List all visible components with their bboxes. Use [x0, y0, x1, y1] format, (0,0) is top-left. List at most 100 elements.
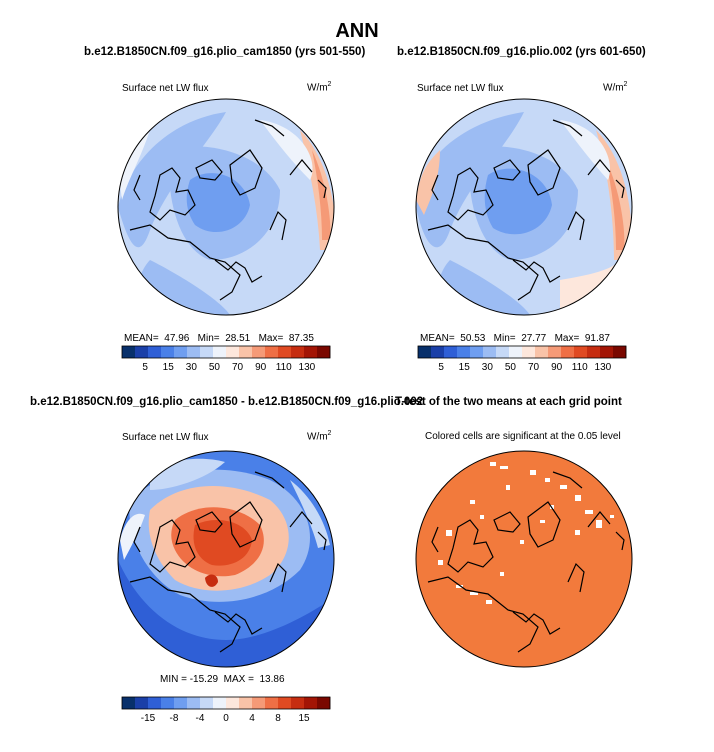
colorbar-tick-label: 15	[458, 362, 470, 373]
colorbar-swatch	[200, 346, 214, 358]
panel3-variable: Surface net LW flux	[122, 432, 209, 443]
colorbar-tick-label: -4	[195, 713, 205, 724]
figure-title: ANN	[335, 20, 379, 42]
colorbar-swatch	[239, 346, 253, 358]
panel1-units: W/m2	[307, 81, 332, 94]
colorbar-swatch	[304, 346, 318, 358]
panel1-map-border	[117, 98, 335, 316]
panel4-map-border	[415, 450, 633, 668]
colorbar-tick-label: 30	[481, 362, 493, 373]
colorbar-tick-label: 130	[298, 362, 316, 373]
panel1-colorbar	[121, 345, 331, 359]
colorbar-swatch	[265, 346, 279, 358]
colorbar-swatch	[304, 697, 318, 709]
colorbar-swatch	[535, 346, 549, 358]
colorbar-swatch	[187, 697, 201, 709]
colorbar-swatch	[317, 346, 331, 358]
colorbar-swatch	[122, 346, 136, 358]
colorbar-swatch	[522, 346, 536, 358]
colorbar-swatch	[483, 346, 497, 358]
panel4-map	[416, 451, 632, 667]
colorbar-tick-label: 70	[231, 362, 244, 373]
panel3-map-border	[117, 450, 335, 668]
panel3-stats: MIN = -15.29 MAX = 13.86	[160, 674, 285, 685]
colorbar-swatch	[457, 346, 471, 358]
colorbar-tick-label: 110	[275, 362, 292, 373]
colorbar-swatch	[226, 697, 240, 709]
colorbar-tick-label: 15	[162, 362, 174, 373]
colorbar-tick-label: 50	[208, 362, 220, 373]
panel1-stats: MEAN= 47.96 Min= 28.51 Max= 87.35	[124, 333, 314, 344]
panel2-variable: Surface net LW flux	[417, 83, 504, 94]
colorbar-swatch	[496, 346, 510, 358]
colorbar-swatch	[561, 346, 575, 358]
panel1-title: b.e12.B1850CN.f09_g16.plio_cam1850 (yrs …	[84, 46, 366, 58]
colorbar-swatch	[600, 346, 614, 358]
colorbar-swatch	[509, 346, 523, 358]
panel3-coastlines	[129, 471, 327, 653]
colorbar-swatch	[278, 346, 292, 358]
colorbar-swatch	[265, 697, 279, 709]
colorbar-swatch	[291, 697, 305, 709]
colorbar-tick-label: 4	[249, 713, 255, 724]
colorbar-border	[121, 345, 331, 359]
colorbar-swatch	[213, 346, 227, 358]
colorbar-swatch	[135, 346, 149, 358]
colorbar-tick-label: 70	[527, 362, 540, 373]
colorbar-swatch	[148, 346, 162, 358]
colorbar-swatch	[226, 346, 240, 358]
colorbar-tick-label: 0	[223, 713, 229, 724]
panel4-coastlines	[427, 471, 625, 653]
colorbar-swatch	[174, 346, 188, 358]
colorbar-swatch	[187, 346, 201, 358]
colorbar-swatch	[252, 346, 266, 358]
colorbar-swatch	[278, 697, 292, 709]
colorbar-tick-label: 8	[275, 713, 281, 724]
colorbar-swatch	[317, 697, 331, 709]
colorbar-tick-label: 110	[571, 362, 588, 373]
panel4-title: T-test of the two means at each grid poi…	[395, 396, 622, 408]
panel2-coastlines	[427, 119, 625, 301]
panel3-colorbar	[121, 696, 331, 710]
colorbar-border	[417, 345, 627, 359]
colorbar-tick-label: 90	[255, 362, 267, 373]
colorbar-border	[121, 696, 331, 710]
colorbar-swatch	[431, 346, 445, 358]
colorbar-swatch	[161, 697, 175, 709]
colorbar-swatch	[239, 697, 253, 709]
colorbar-swatch	[470, 346, 484, 358]
colorbar-swatch	[200, 697, 214, 709]
colorbar-swatch	[174, 697, 188, 709]
colorbar-swatch	[574, 346, 588, 358]
colorbar-swatch	[122, 697, 136, 709]
panel2-map	[416, 99, 632, 315]
panel1-coastlines	[129, 119, 327, 301]
colorbar-swatch	[548, 346, 562, 358]
colorbar-tick-label: 5	[142, 362, 148, 373]
colorbar-tick-label: 90	[551, 362, 563, 373]
panel2-map-border	[415, 98, 633, 316]
colorbar-tick-label: -8	[169, 713, 179, 724]
panel2-colorbar	[417, 345, 627, 359]
panel1-variable: Surface net LW flux	[122, 83, 209, 94]
colorbar-tick-label: 30	[185, 362, 197, 373]
colorbar-swatch	[148, 697, 162, 709]
panel2-units: W/m2	[603, 81, 628, 94]
colorbar-swatch	[444, 346, 458, 358]
panel2-stats: MEAN= 50.53 Min= 27.77 Max= 91.87	[420, 333, 610, 344]
colorbar-swatch	[418, 346, 432, 358]
colorbar-swatch	[291, 346, 305, 358]
panel4-subtitle: Colored cells are significant at the 0.0…	[425, 431, 621, 442]
colorbar-tick-label: -15	[140, 713, 156, 724]
colorbar-tick-label: 5	[438, 362, 444, 373]
colorbar-tick-label: 15	[298, 713, 310, 724]
panel3-units: W/m2	[307, 430, 332, 443]
colorbar-swatch	[613, 346, 627, 358]
panel3-map	[118, 451, 334, 667]
colorbar-tick-label: 130	[594, 362, 612, 373]
colorbar-swatch	[135, 697, 149, 709]
colorbar-swatch	[161, 346, 175, 358]
panel2-title: b.e12.B1850CN.f09_g16.plio.002 (yrs 601-…	[397, 46, 646, 58]
panel3-title: b.e12.B1850CN.f09_g16.plio_cam1850 - b.e…	[30, 396, 424, 408]
colorbar-swatch	[213, 697, 227, 709]
